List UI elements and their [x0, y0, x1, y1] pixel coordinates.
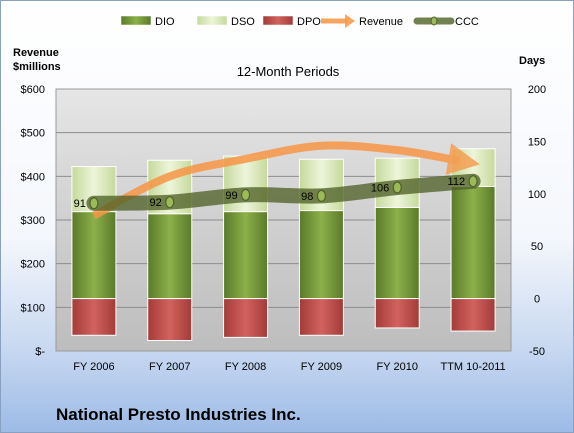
- x-tick-label: FY 2008: [225, 361, 266, 373]
- x-tick-label: TTM 10-2011: [440, 361, 505, 373]
- y-tick-label: $500: [21, 128, 45, 140]
- bar-dio: [147, 213, 193, 300]
- x-tick-label: FY 2010: [377, 361, 418, 373]
- y-tick-label: $100: [21, 302, 45, 314]
- legend-item-dpo: DPO: [262, 15, 321, 28]
- ccc-series: 91 92 99 98 106 112: [74, 173, 481, 211]
- legend-item-dio: DIO: [120, 15, 175, 28]
- y-tick-label: $200: [21, 259, 45, 271]
- y2-tick-label: 100: [528, 189, 546, 201]
- y-tick-label: $300: [21, 215, 45, 227]
- ccc-data-label: 99: [225, 190, 237, 202]
- legend-label: DIO: [155, 16, 175, 28]
- legend-label: DPO: [297, 16, 321, 28]
- bar-dio: [71, 211, 117, 300]
- bar-dpo: [450, 298, 496, 332]
- y-tick-label: $-: [35, 346, 45, 358]
- y2-axis-label: Days: [519, 55, 545, 67]
- ccc-marker: [468, 175, 478, 188]
- x-tick-label: FY 2009: [301, 361, 342, 373]
- y2-axis-ticks: -50 0 50 100 150 200: [528, 84, 546, 358]
- legend: DIO DSO DPO Revenue CCC: [120, 14, 479, 28]
- legend-item-ccc: CCC: [413, 16, 479, 28]
- ccc-data-label: 106: [371, 183, 389, 195]
- ccc-data-label: 98: [301, 191, 313, 203]
- ccc-marker: [89, 197, 99, 210]
- legend-swatch: [262, 15, 294, 26]
- x-tick-label: FY 2006: [73, 361, 114, 373]
- y-tick-label: $400: [21, 171, 45, 183]
- legend-label: Revenue: [359, 16, 403, 28]
- legend-arrow-head: [345, 14, 355, 28]
- bar-dpo: [298, 298, 344, 336]
- bar-dpo: [147, 298, 193, 342]
- y2-tick-label: 50: [531, 241, 543, 253]
- bars: [71, 148, 496, 342]
- y2-tick-label: 0: [534, 294, 540, 306]
- bar-dpo: [374, 298, 420, 329]
- y-axis-ticks: $- $100 $200 $300 $400 $500 $600: [21, 84, 46, 358]
- company-name: National Presto Industries Inc.: [56, 405, 301, 424]
- ccc-data-label: 112: [448, 176, 466, 188]
- y2-tick-label: 200: [528, 84, 546, 96]
- y2-tick-label: -50: [529, 346, 545, 358]
- bar-dio: [298, 210, 344, 300]
- ccc-marker: [392, 181, 402, 194]
- ccc-marker: [316, 189, 327, 202]
- gridlines: [56, 132, 511, 308]
- legend-item-dso: DSO: [196, 15, 255, 28]
- bar-dio: [450, 185, 496, 300]
- ccc-line: [86, 173, 481, 211]
- revenue-series: [92, 141, 480, 220]
- legend-swatch: [120, 15, 152, 26]
- bar-dpo: [71, 298, 117, 336]
- x-axis-ticks: FY 2006 FY 2007 FY 2008 FY 2009 FY 2010 TTM 1…: [73, 361, 505, 373]
- bar-dio: [223, 211, 269, 300]
- legend-marker: [430, 16, 438, 26]
- y2-tick-label: 150: [528, 136, 546, 148]
- bar-dio: [374, 206, 420, 300]
- y-axis-label: Revenue $millions: [13, 47, 61, 73]
- chart-title: 12-Month Periods: [237, 64, 340, 79]
- ccc-marker: [165, 196, 175, 209]
- revenue-line: [92, 141, 480, 220]
- legend-item-revenue: Revenue: [321, 14, 403, 28]
- bar-dpo: [223, 298, 269, 338]
- legend-swatch: [196, 15, 228, 26]
- ccc-data-label: 91: [74, 198, 86, 210]
- ccc-data-label: 92: [150, 197, 162, 209]
- ccc-marker: [240, 188, 251, 201]
- y-tick-label: $600: [21, 84, 45, 96]
- legend-label: DSO: [231, 16, 255, 28]
- x-tick-label: FY 2007: [149, 361, 190, 373]
- legend-label: CCC: [455, 16, 479, 28]
